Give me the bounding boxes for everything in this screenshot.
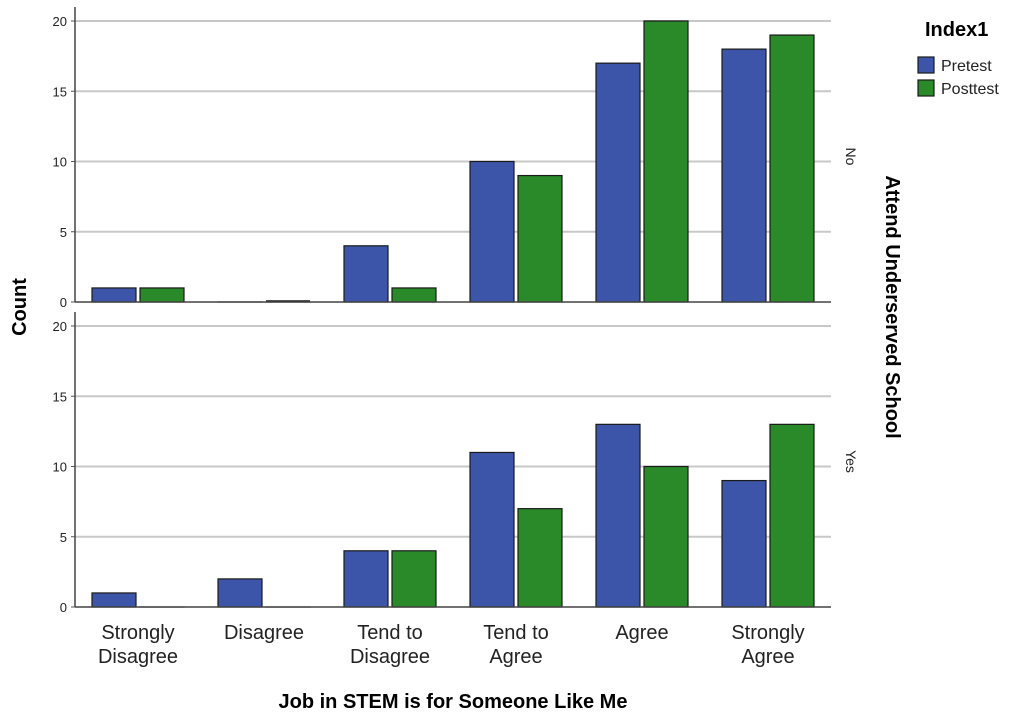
bar-pretest <box>469 160 515 303</box>
panel-label-no: No <box>843 148 859 166</box>
legend-swatch-posttest <box>917 79 935 97</box>
x-tick-label: Tend to <box>483 622 549 644</box>
x-tick-label: Disagree <box>98 646 178 668</box>
bar-posttest <box>643 20 689 303</box>
bar-pretest <box>217 578 263 608</box>
x-tick-label: Strongly <box>731 622 804 644</box>
legend-title: Index1 <box>925 19 988 41</box>
x-tick-label: Tend to <box>357 622 423 644</box>
bar-pretest <box>343 245 389 303</box>
y-axis-title: Count <box>9 278 31 336</box>
bar-posttest <box>643 465 689 608</box>
legend-label-pretest: Pretest <box>941 58 992 75</box>
bar-posttest <box>139 287 185 303</box>
y-tick-label: 15 <box>53 84 67 99</box>
y-tick-label: 0 <box>60 295 67 310</box>
x-tick-label: Agree <box>489 646 542 668</box>
bar-pretest <box>595 423 641 608</box>
y-tick-labels: 0 5 10 15 20 0 5 10 15 20 <box>53 14 67 615</box>
bar-pretest <box>721 48 767 303</box>
bars <box>91 20 815 608</box>
legend: Index1 Pretest Posttest <box>917 19 999 98</box>
y-tick-label: 0 <box>60 600 67 615</box>
bar-posttest <box>391 550 437 608</box>
x-tick-label: Disagree <box>224 622 304 644</box>
panel-label-yes: Yes <box>843 450 859 473</box>
panel-title: Attend Underserved School <box>881 175 903 438</box>
bar-pretest <box>595 62 641 303</box>
axes <box>71 7 831 608</box>
legend-swatch-pretest <box>917 56 935 74</box>
y-tick-label: 20 <box>53 319 67 334</box>
legend-label-posttest: Posttest <box>941 81 999 98</box>
gridlines <box>75 20 831 538</box>
y-tick-label: 10 <box>53 155 67 170</box>
bar-pretest <box>91 592 137 608</box>
x-tick-label: Strongly <box>101 622 174 644</box>
bar-posttest <box>391 287 437 303</box>
bar-posttest <box>517 508 563 608</box>
x-tick-label: Agree <box>741 646 794 668</box>
bar-posttest <box>517 174 563 303</box>
y-tick-label: 15 <box>53 389 67 404</box>
x-tick-label: Agree <box>615 622 668 644</box>
y-tick-label: 10 <box>53 460 67 475</box>
bar-posttest <box>769 34 815 303</box>
bar-pretest <box>721 479 767 608</box>
x-axis-title: Job in STEM is for Someone Like Me <box>279 691 628 713</box>
y-tick-label: 20 <box>53 14 67 29</box>
bar-pretest <box>469 451 515 608</box>
y-tick-label: 5 <box>60 225 67 240</box>
bar-pretest <box>91 287 137 303</box>
y-tick-label: 5 <box>60 530 67 545</box>
x-tick-label: Disagree <box>350 646 430 668</box>
bar-pretest <box>343 550 389 608</box>
bar-posttest <box>769 423 815 608</box>
panel-labels: No Yes <box>843 148 859 473</box>
